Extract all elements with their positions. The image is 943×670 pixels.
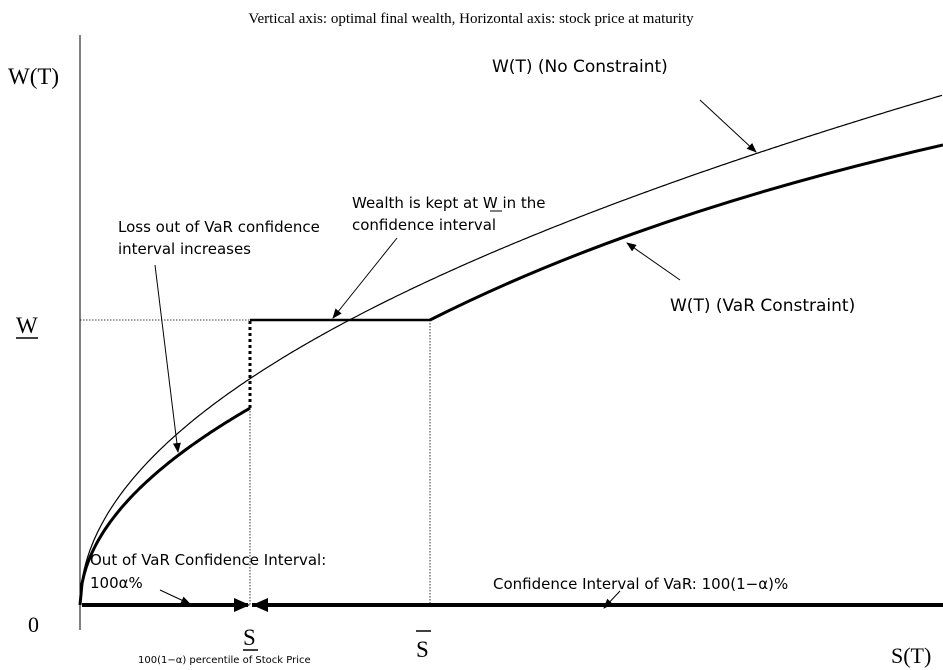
var-curve-high — [429, 143, 943, 322]
label: W(T) (VaR Constraint) — [670, 296, 855, 316]
label: Out of VaR Confidence Interval: — [90, 551, 326, 569]
s-low-note: 100(1−α) percentile of Stock Price — [138, 655, 311, 666]
arrowhead — [234, 598, 250, 612]
pointer — [699, 99, 757, 153]
label: 100α% — [90, 574, 143, 592]
title: Vertical axis: optimal final wealth, Hor… — [248, 11, 694, 27]
pointer — [332, 237, 398, 319]
label: confidence interval — [352, 216, 496, 234]
pointer — [626, 242, 681, 281]
y-label: W(T) — [8, 64, 59, 89]
label: Loss out of VaR confidence — [118, 218, 320, 236]
origin: 0 — [28, 612, 39, 637]
label: interval increases — [118, 240, 251, 258]
label: Wealth is kept at W in the — [352, 194, 546, 212]
no-constraint-curve — [79, 94, 943, 606]
s-high: S — [416, 637, 429, 662]
label: Confidence Interval of VaR: 100(1−α)% — [493, 575, 788, 593]
pointer — [159, 589, 191, 605]
pointer — [603, 590, 621, 609]
s-low: S — [243, 625, 256, 650]
w-level: W — [16, 313, 38, 338]
arrowhead — [252, 598, 268, 612]
pointer — [154, 264, 181, 453]
x-label: S(T) — [891, 643, 931, 668]
label: W(T) (No Constraint) — [492, 57, 668, 77]
var-curve-low — [78, 406, 251, 606]
